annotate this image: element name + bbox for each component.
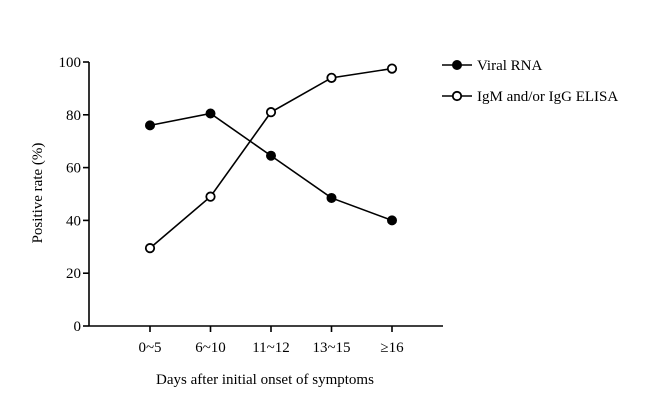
legend-marker (452, 60, 462, 70)
series-layer (144, 63, 398, 254)
data-point (387, 215, 397, 226)
x-tick-label: 6~10 (195, 340, 226, 356)
x-axis-label: Days after initial onset of symptoms (156, 372, 374, 388)
legend-item: Viral RNA (442, 58, 543, 74)
series-2 (144, 63, 398, 254)
x-tick-label: ≥16 (380, 340, 404, 356)
data-point (326, 192, 337, 203)
data-point (145, 120, 155, 131)
y-tick-label: 60 (66, 161, 81, 177)
series-1 (145, 108, 397, 226)
series-line (149, 112, 393, 222)
y-axis-label: Positive rate (%) (30, 143, 46, 244)
x-tick-label: 13~15 (312, 340, 350, 356)
data-point (205, 108, 216, 119)
x-tick-label: 0~5 (138, 340, 161, 356)
x-tick-label: 11~12 (252, 340, 290, 356)
data-point (326, 72, 337, 83)
y-tick-label: 20 (66, 266, 81, 282)
y-tick-label: 100 (59, 55, 82, 71)
legend: Viral RNA IgM and/or IgG ELISA (442, 58, 618, 105)
data-point (386, 63, 398, 74)
y-tick-label: 0 (74, 319, 82, 335)
data-point (265, 107, 277, 118)
data-point (205, 191, 216, 202)
y-tick-label: 80 (66, 108, 81, 124)
axes: 0 20 40 60 80 100 0~5 6~10 11~12 13~15 ≥16 (59, 55, 443, 356)
legend-marker (451, 90, 463, 102)
data-point (144, 243, 156, 254)
y-tick-label: 40 (66, 213, 81, 229)
data-point (266, 150, 276, 161)
legend-label: Viral RNA (477, 58, 543, 74)
legend-label: IgM and/or IgG ELISA (477, 89, 618, 105)
legend-item: IgM and/or IgG ELISA (442, 89, 618, 105)
